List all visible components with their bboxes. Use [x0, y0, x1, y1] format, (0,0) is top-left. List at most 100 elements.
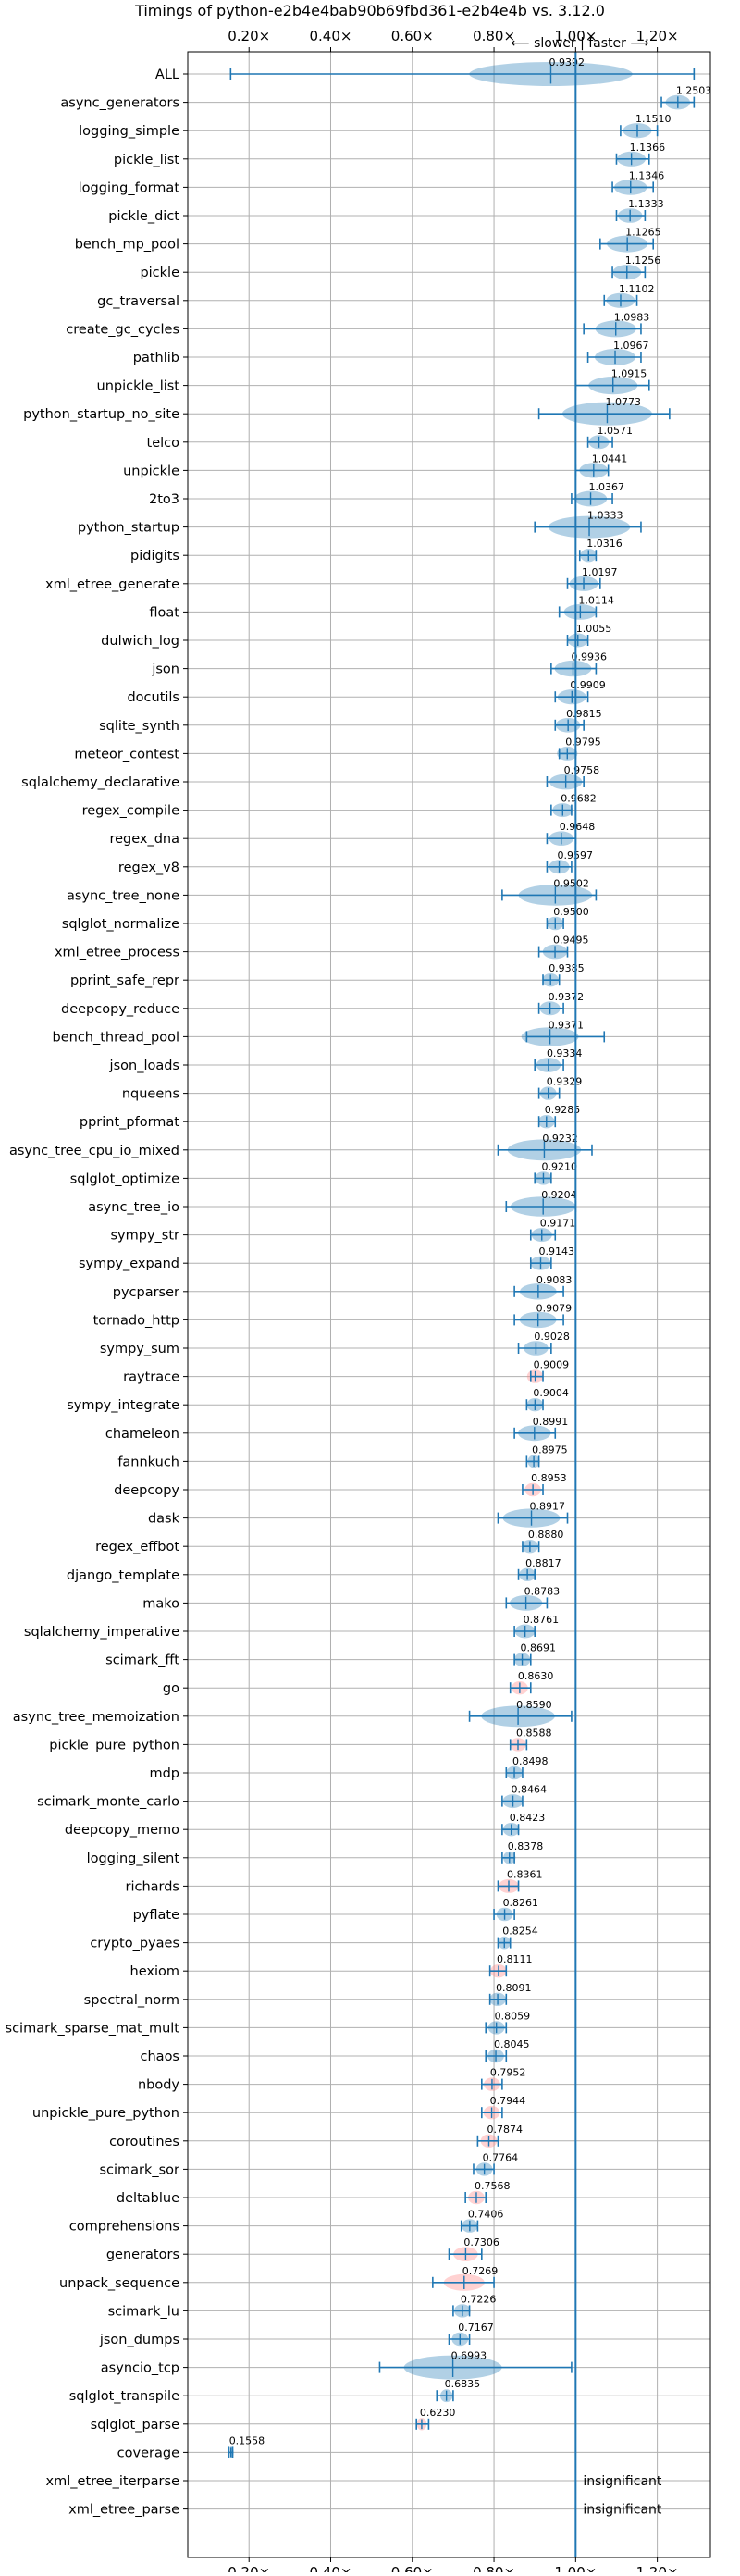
value-label: 1.1510 [635, 113, 672, 125]
benchmark-label: deepcopy_reduce [61, 1002, 179, 1017]
value-label: 0.9372 [549, 991, 585, 1003]
benchmark-label: richards [125, 1879, 179, 1894]
benchmark-label: gc_traversal [97, 294, 179, 309]
value-label: 1.0316 [586, 538, 623, 550]
benchmark-label: unpack_sequence [59, 2276, 179, 2291]
x-tick-label-top: 1.20× [636, 28, 679, 44]
value-label: 1.0967 [613, 340, 649, 352]
value-label: 0.9171 [540, 1218, 576, 1230]
benchmark-label: regex_compile [82, 804, 179, 819]
benchmark-label: pprint_safe_repr [70, 973, 179, 988]
value-label: 1.0441 [592, 452, 628, 464]
benchmark-label: xml_etree_process [55, 946, 179, 960]
value-label: 1.0197 [582, 566, 618, 578]
value-label: 0.9909 [570, 679, 606, 691]
benchmark-label: telco [147, 436, 180, 451]
benchmark-label: sqlglot_parse [91, 2418, 179, 2433]
benchmark-label: sqlglot_normalize [62, 917, 179, 932]
benchmark-label: pyflate [133, 1908, 179, 1923]
value-label: 0.8059 [495, 2010, 531, 2022]
x-tick-label-top: 0.60× [391, 28, 434, 44]
benchmark-label: scimark_fft [105, 1653, 179, 1668]
value-label: 0.9500 [553, 906, 589, 918]
value-label: 0.8254 [502, 1926, 538, 1938]
value-label: 1.0367 [589, 481, 625, 493]
benchmark-label: coverage [117, 2446, 179, 2460]
value-label: 0.9079 [536, 1302, 573, 1314]
x-tick-label-bottom: 0.40× [310, 2564, 352, 2572]
value-label: 0.9210 [541, 1160, 577, 1172]
benchmark-label: logging_silent [87, 1852, 180, 1866]
x-tick-label-bottom: 0.20× [228, 2564, 270, 2572]
benchmark-label: mdp [149, 1766, 179, 1781]
chart-title: Timings of python-e2b4e4bab90b69fbd361-e… [134, 2, 605, 19]
value-label: 0.8975 [532, 1443, 568, 1455]
benchmark-label: spectral_norm [84, 1993, 179, 2008]
axis-ticks: 0.20× 0.20× 0.40× 0.40× 0.60× 0.60× 0.80× 0.80×… [6, 28, 679, 2576]
value-label: 0.8091 [496, 1982, 532, 1994]
value-label: 0.9795 [565, 736, 601, 748]
benchmark-label: coroutines [109, 2135, 179, 2149]
x-tick-label-bottom: 0.80× [473, 2564, 515, 2572]
value-label: 0.9682 [561, 793, 597, 805]
benchmark-label: scimark_sparse_mat_mult [6, 2021, 180, 2036]
benchmark-label: pickle_list [114, 153, 179, 167]
x-tick-label-bottom: 1.20× [636, 2564, 679, 2572]
benchmark-label: sqlglot_transpile [69, 2389, 179, 2404]
benchmark-label: raytrace [123, 1370, 179, 1385]
x-tick-label-top: 0.80× [473, 28, 515, 44]
value-label: 0.8630 [518, 1670, 554, 1682]
value-label: 0.1558 [229, 2434, 265, 2446]
value-label: 0.8590 [516, 1699, 552, 1711]
benchmark-label: pidigits [130, 549, 179, 564]
value-label: 0.8045 [494, 2038, 530, 2050]
benchmark-label: go [163, 1681, 179, 1696]
value-label: 0.7269 [462, 2265, 499, 2277]
benchmark-label: scimark_monte_carlo [37, 1795, 179, 1810]
benchmark-label: sqlglot_optimize [70, 1171, 179, 1186]
value-label: 0.7764 [483, 2151, 519, 2163]
insignificant-label: insignificant [583, 2503, 662, 2518]
benchmark-label: logging_simple [79, 124, 179, 139]
benchmark-label: comprehensions [69, 2220, 179, 2235]
benchmark-label: mako [142, 1596, 179, 1611]
value-label: 0.7406 [468, 2209, 504, 2221]
benchmark-label: sympy_expand [79, 1257, 179, 1271]
benchmark-label: async_tree_none [67, 888, 179, 903]
value-label: 0.9495 [553, 935, 589, 947]
benchmark-label: json [151, 663, 179, 677]
benchmark-label: pathlib [133, 351, 179, 365]
benchmark-label: sympy_integrate [67, 1398, 179, 1413]
chart-marks: 0.9392 1.2503 1.1510 1.1366 1.1346 1.1333 1.12… [228, 56, 711, 2518]
benchmark-label: json_loads [109, 1059, 179, 1073]
value-label: 0.6993 [451, 2350, 487, 2362]
value-label: 0.9232 [542, 1133, 578, 1145]
benchmark-label: unpickle [123, 464, 179, 478]
benchmark-label: chameleon [105, 1427, 179, 1442]
benchmark-label: docutils [127, 690, 179, 705]
value-label: 0.8423 [510, 1812, 546, 1824]
x-tick-label-bottom: 1.00× [554, 2564, 597, 2572]
benchmark-label: tornado_http [93, 1313, 179, 1328]
value-label: 0.8378 [508, 1840, 544, 1852]
value-label: 0.9329 [547, 1076, 583, 1088]
value-label: 0.8588 [516, 1727, 552, 1739]
insignificant-label: insignificant [583, 2474, 662, 2489]
benchmark-label: bench_mp_pool [75, 238, 179, 253]
benchmark-label: bench_thread_pool [53, 1030, 179, 1045]
benchmark-label: async_generators [60, 96, 179, 111]
value-label: 0.9936 [572, 651, 608, 663]
benchmark-label: regex_v8 [118, 861, 179, 875]
value-label: 0.9334 [547, 1047, 583, 1059]
value-label: 0.7952 [490, 2067, 526, 2079]
value-label: 1.1366 [630, 142, 666, 154]
value-label: 0.9083 [536, 1274, 573, 1286]
plot-frame [187, 51, 711, 2558]
value-label: 1.0773 [605, 396, 641, 408]
value-label: 0.8917 [530, 1501, 566, 1513]
benchmark-label: hexiom [130, 1964, 179, 1979]
value-label: 0.9815 [566, 708, 602, 720]
value-label: 0.9204 [541, 1189, 577, 1201]
value-label: 0.8261 [503, 1897, 539, 1909]
value-label: 0.9004 [533, 1387, 569, 1399]
